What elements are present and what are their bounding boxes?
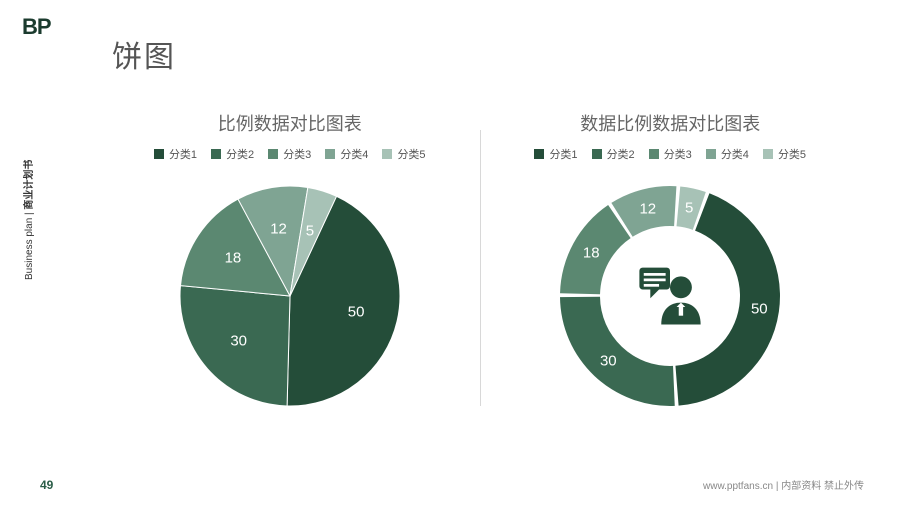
footer: www.pptfans.cn | 内部资料 禁止外传 [703,477,864,492]
footer-url: www.pptfans.cn [703,481,773,492]
left-legend: 分类1 分类2 分类3 分类4 分类5 [154,146,426,162]
page-number: 49 [40,478,53,492]
legend-swatch [382,149,392,159]
right-chart-title: 数据比例数据对比图表 [580,110,760,136]
person-speech-icon [635,261,705,331]
donut-slice [560,205,631,294]
legend-label: 分类2 [607,146,635,162]
legend-label: 分类1 [549,146,577,162]
pie-slice [180,286,290,406]
page-title: 饼图 [112,32,176,76]
legend-label: 分类3 [283,146,311,162]
slide: BP 饼图 Business plan | 商业计划书 比例数据对比图表 分类1… [0,0,900,506]
legend-item: 分类2 [211,146,254,162]
donut-chart: 503018125 [550,176,790,416]
legend-item: 分类3 [268,146,311,162]
legend-swatch [154,149,164,159]
legend-label: 分类2 [226,146,254,162]
legend-item: 分类2 [592,146,635,162]
legend-label: 分类4 [340,146,368,162]
legend-swatch [706,149,716,159]
legend-swatch [211,149,221,159]
legend-item: 分类5 [763,146,806,162]
legend-item: 分类4 [706,146,749,162]
legend-label: 分类4 [721,146,749,162]
right-legend: 分类1 分类2 分类3 分类4 分类5 [534,146,806,162]
charts-row: 比例数据对比图表 分类1 分类2 分类3 分类4 分类5 503018125 数据比例数… [100,110,860,446]
legend-item: 分类3 [649,146,692,162]
footer-note: 内部资料 禁止外传 [781,481,864,492]
legend-swatch [268,149,278,159]
pie-svg [170,176,410,416]
legend-label: 分类1 [169,146,197,162]
left-chart: 比例数据对比图表 分类1 分类2 分类3 分类4 分类5 503018125 [100,110,480,446]
legend-item: 分类1 [154,146,197,162]
legend-swatch [763,149,773,159]
legend-item: 分类4 [325,146,368,162]
side-text: Business plan | 商业计划书 [20,160,35,280]
legend-label: 分类5 [397,146,425,162]
legend-swatch [592,149,602,159]
legend-swatch [649,149,659,159]
legend-swatch [534,149,544,159]
pie-chart: 503018125 [170,176,410,416]
side-text-en: Business plan [24,218,35,280]
side-text-zh: 商业计划书 [24,160,35,210]
logo: BP [22,14,51,40]
legend-label: 分类5 [778,146,806,162]
legend-item: 分类5 [382,146,425,162]
right-chart: 数据比例数据对比图表 分类1 分类2 分类3 分类4 分类5 503018125 [481,110,861,446]
legend-item: 分类1 [534,146,577,162]
left-chart-title: 比例数据对比图表 [218,110,362,136]
legend-label: 分类3 [664,146,692,162]
legend-swatch [325,149,335,159]
